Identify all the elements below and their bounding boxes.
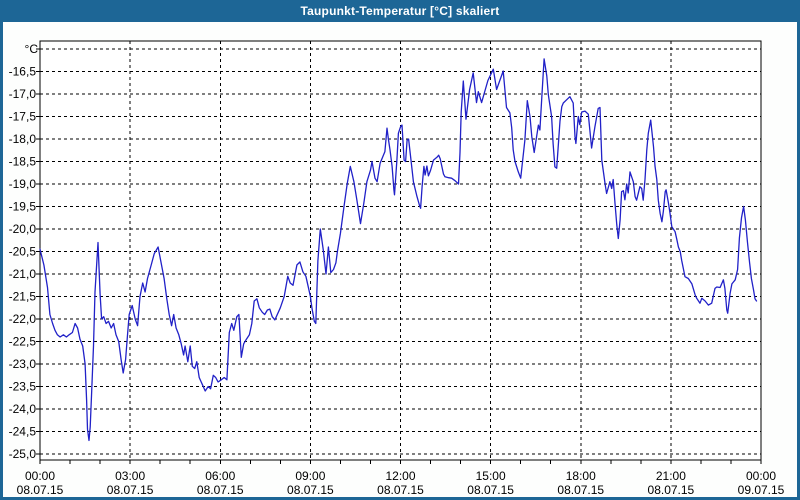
y-tick-label: -22,0 [9,312,37,326]
x-tick-date-label: 08.07.15 [377,483,424,497]
y-tick-label: -24,5 [9,425,37,439]
x-tick-time-label: 09:00 [295,469,325,483]
x-tick-time-label: 15:00 [476,469,506,483]
y-axis-unit-label: °C [25,42,39,56]
y-tick-label: -25,0 [9,447,37,461]
x-tick-time-label: 03:00 [115,469,145,483]
x-tick-date-label: 08.07.15 [557,483,604,497]
x-tick-date-label: 08.07.15 [467,483,514,497]
temperature-line [39,58,758,442]
y-tick-label: -19,5 [9,200,37,214]
titlebar: Taupunkt-Temperatur [°C] skaliert [0,0,800,22]
y-tick-label: -19,0 [9,177,37,191]
y-tick-label: -21,5 [9,290,37,304]
y-tick-label: -18,5 [9,155,37,169]
x-tick-time-label: 12:00 [385,469,415,483]
y-tick-label: -24,0 [9,402,37,416]
x-tick-time-label: 21:00 [656,469,686,483]
x-tick-date-label: 08.07.15 [107,483,154,497]
x-tick-time-label: 06:00 [205,469,235,483]
x-tick-time-label: 00:00 [25,469,55,483]
y-tick-label: -20,0 [9,222,37,236]
y-tick-label: -22,5 [9,335,37,349]
x-tick-date-label: 08.07.15 [648,483,695,497]
y-tick-label: -17,5 [9,110,37,124]
y-tick-label: -23,5 [9,380,37,394]
x-tick-date-label: 09.07.15 [738,483,785,497]
y-tick-label: -20,5 [9,245,37,259]
y-tick-label: -17,0 [9,87,37,101]
chart-title: Taupunkt-Temperatur [°C] skaliert [300,4,500,18]
x-tick-date-label: 08.07.15 [287,483,334,497]
x-tick-date-label: 08.07.15 [197,483,244,497]
y-tick-label: -16,5 [9,65,37,79]
y-tick-label: -21,0 [9,267,37,281]
x-tick-time-label: 18:00 [566,469,596,483]
x-tick-time-label: 00:00 [746,469,776,483]
y-tick-label: -23,0 [9,357,37,371]
x-tick-date-label: 08.07.15 [17,483,64,497]
y-tick-label: -18,0 [9,132,37,146]
